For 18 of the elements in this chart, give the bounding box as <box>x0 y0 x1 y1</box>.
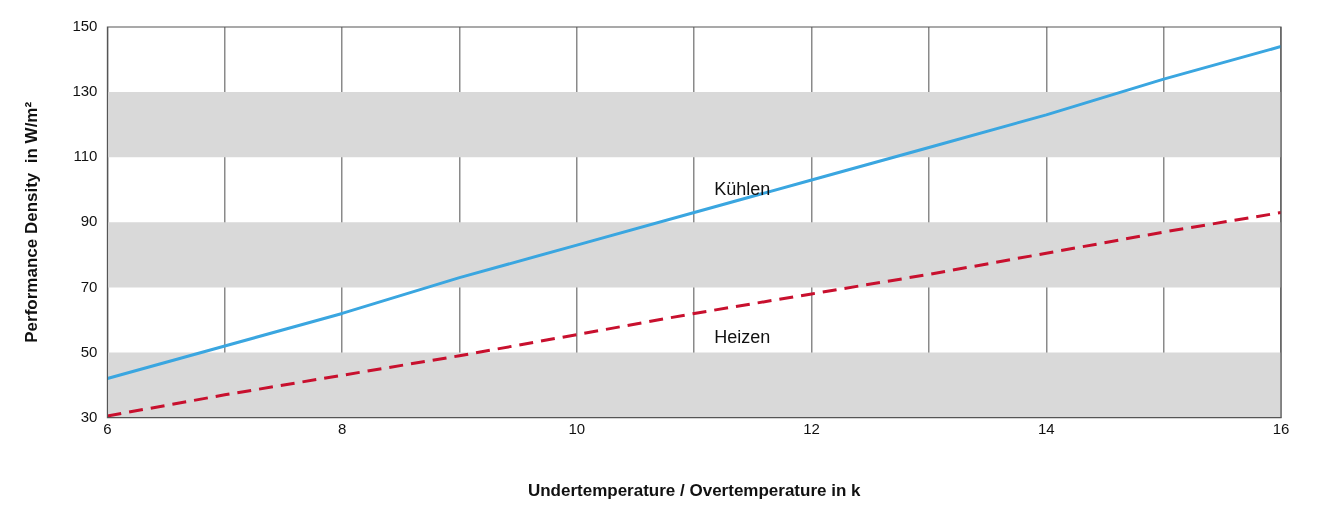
y-tick-label: 150 <box>72 17 98 35</box>
y-tick-label: 110 <box>73 147 98 165</box>
x-tick-label: 10 <box>568 419 586 437</box>
x-tick-label: 12 <box>803 419 820 437</box>
series-label: Kühlen <box>714 178 771 199</box>
x-tick-label: 6 <box>103 419 112 437</box>
y-tick-label: 130 <box>72 82 98 100</box>
y-tick-label: 70 <box>80 277 98 295</box>
y-tick-label: 30 <box>80 407 98 425</box>
y-axis-title: Performance Density in W/m² <box>21 101 41 343</box>
x-axis-title: Undertemperature / Overtemperature in k <box>527 481 862 501</box>
x-tick-label: 14 <box>1037 419 1055 437</box>
series-label: Heizen <box>714 327 771 348</box>
x-tick-label: 16 <box>1272 419 1290 437</box>
y-tick-label: 90 <box>80 212 98 230</box>
line-series <box>107 211 1281 418</box>
x-tick-label: 8 <box>337 419 347 437</box>
y-tick-label: 50 <box>80 342 98 360</box>
